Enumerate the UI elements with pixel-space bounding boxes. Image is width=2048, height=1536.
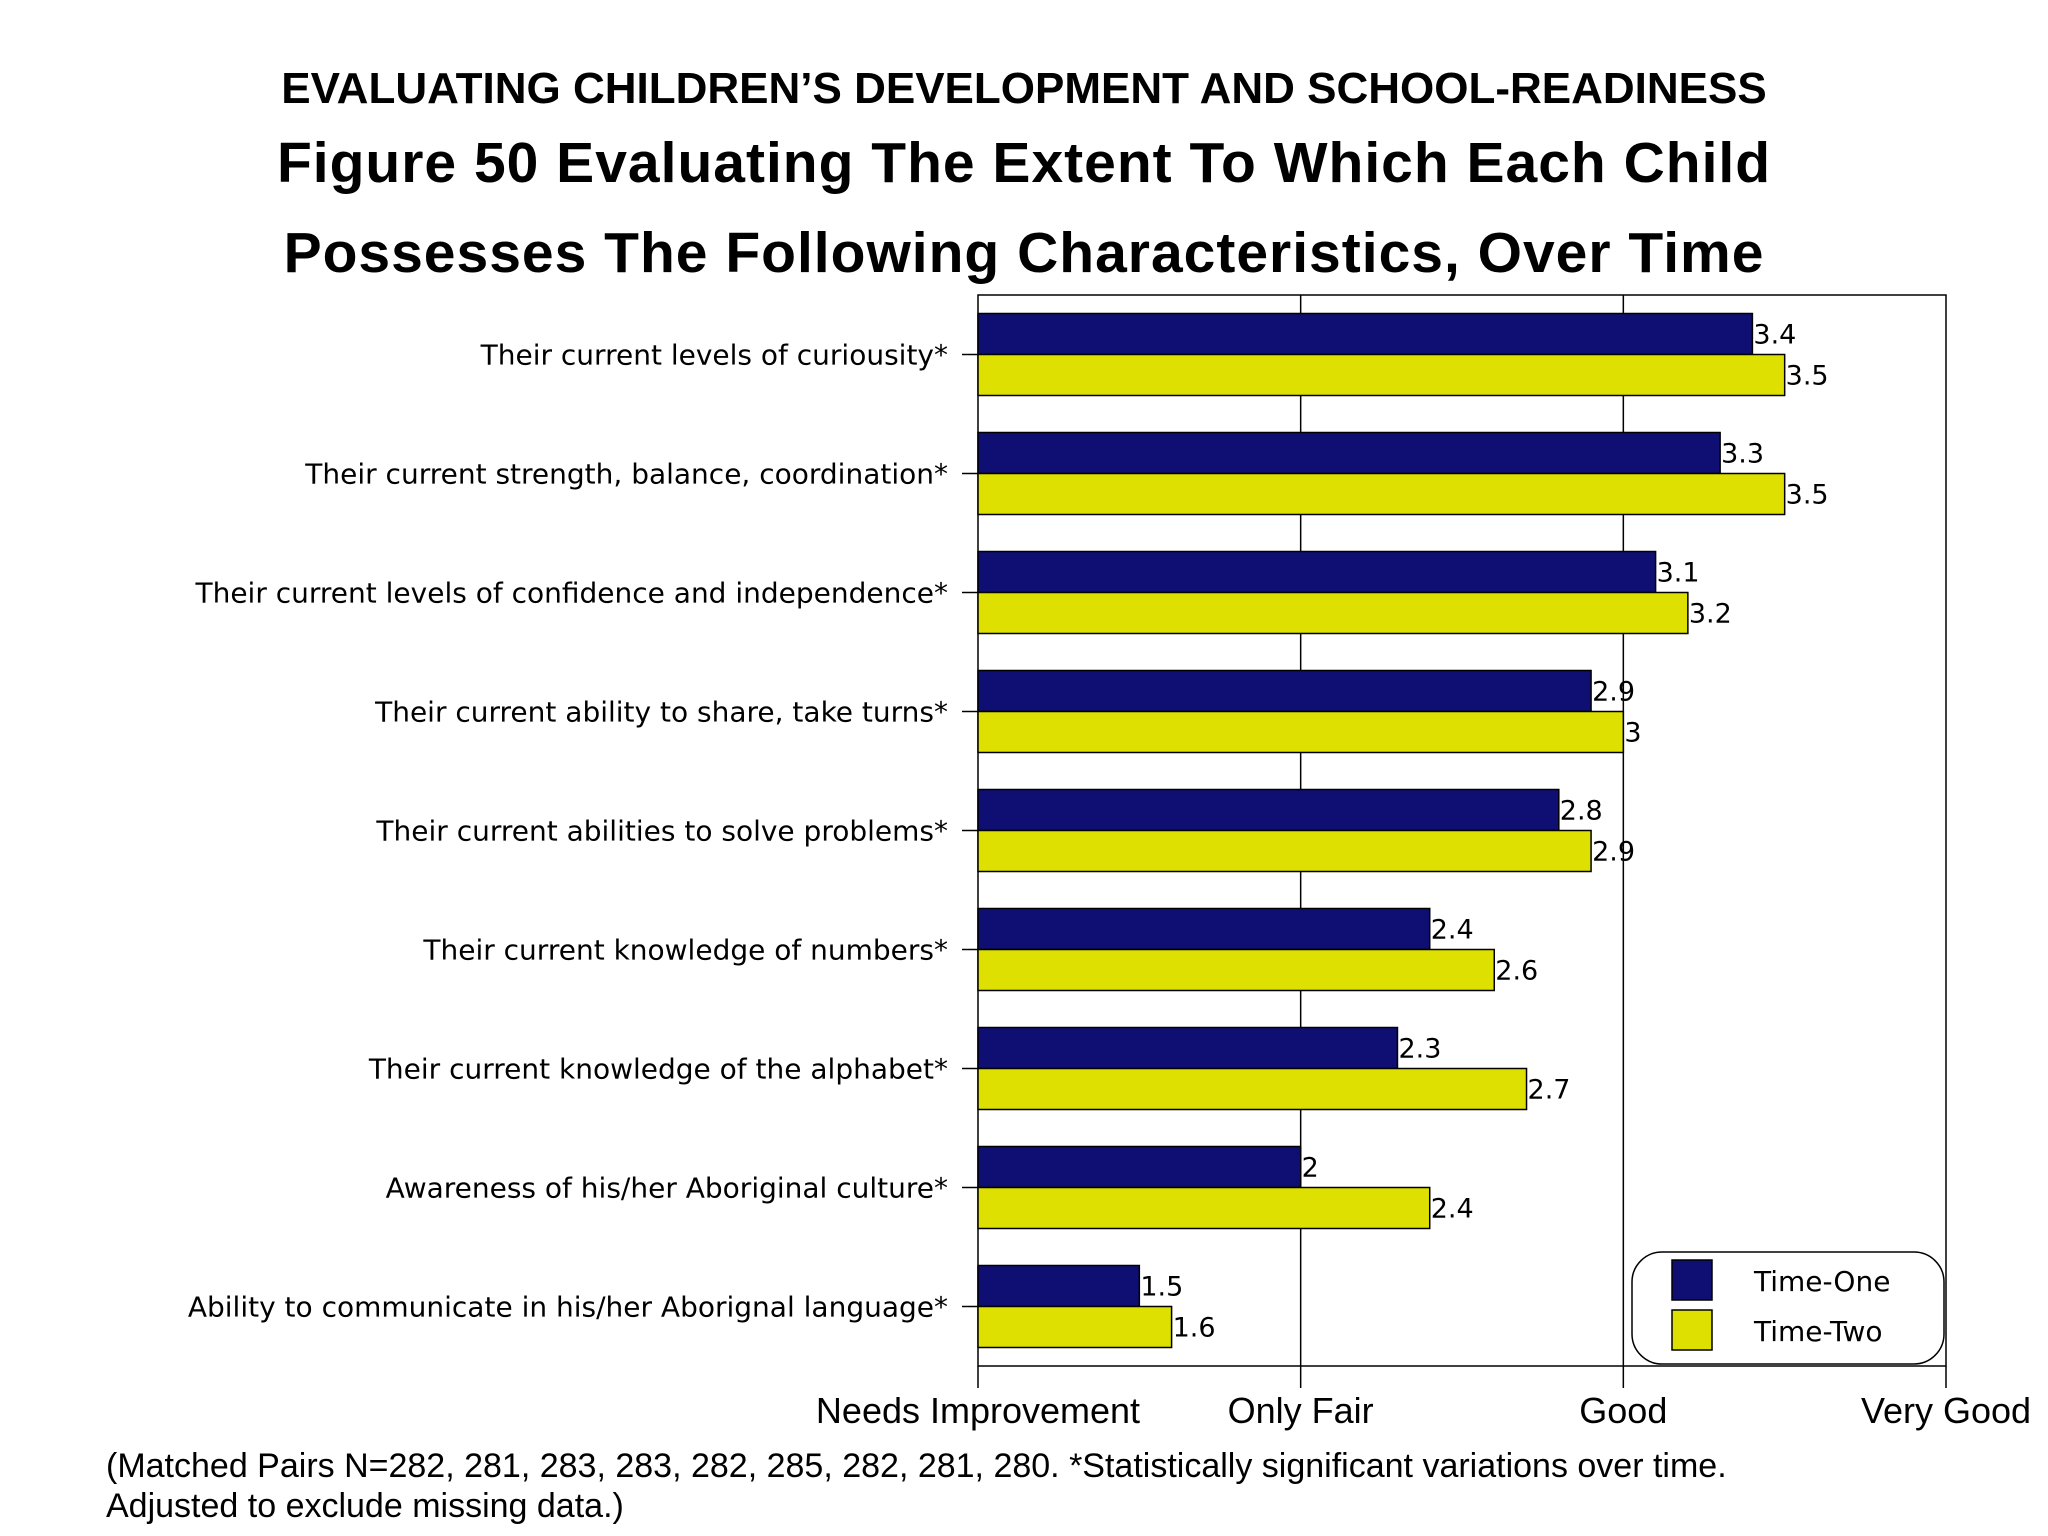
category-label: Their current ability to share, take tur…: [374, 696, 948, 729]
legend-swatch-time-two: [1671, 1309, 1713, 1351]
data-label: 2.6: [1495, 956, 1538, 987]
bar-time-one: [977, 1264, 1141, 1308]
data-label: 3.2: [1689, 599, 1732, 630]
bar-time-one: [977, 1145, 1302, 1189]
data-label: 2: [1302, 1153, 1319, 1184]
bar-time-two: [977, 948, 1496, 992]
slide-heading: EVALUATING CHILDREN’S DEVELOPMENT AND SC…: [281, 64, 1767, 113]
data-label: 1.5: [1140, 1272, 1183, 1303]
category-label: Ability to communicate in his/her Aborig…: [188, 1291, 948, 1324]
data-label: 3.3: [1721, 439, 1764, 470]
bar-time-one: [977, 788, 1560, 832]
data-label: 2.9: [1592, 837, 1635, 868]
bar-time-two: [977, 1067, 1528, 1111]
figure-title-line-2: Possesses The Following Characteristics,…: [283, 221, 1765, 285]
footnote-line-1: (Matched Pairs N=282, 281, 283, 283, 282…: [106, 1447, 1727, 1485]
x-tick-label: Good: [1579, 1390, 1667, 1431]
x-tick-label: Only Fair: [1228, 1390, 1374, 1431]
footnote-line-2: Adjusted to exclude missing data.): [106, 1487, 624, 1525]
bar-time-one: [977, 431, 1721, 475]
bar-time-two: [977, 353, 1786, 397]
bar-time-one: [977, 312, 1754, 356]
data-label: 1.6: [1173, 1313, 1216, 1344]
category-label: Their current knowledge of the alphabet*: [368, 1053, 948, 1086]
legend-swatch-time-one: [1671, 1259, 1713, 1301]
category-label: Their current knowledge of numbers*: [422, 934, 948, 967]
data-label: 2.4: [1431, 1194, 1474, 1225]
data-label: 3.4: [1753, 320, 1796, 351]
bar-time-two: [977, 1186, 1431, 1230]
legend-label: Time-Two: [1753, 1315, 1883, 1348]
data-label: 3.5: [1786, 480, 1829, 511]
bar-time-two: [977, 472, 1786, 516]
data-label: 2.8: [1560, 796, 1603, 827]
bar-time-two: [977, 829, 1592, 873]
data-label: 3.1: [1657, 558, 1700, 589]
data-label: 2.9: [1592, 677, 1635, 708]
x-tick-label: Needs Improvement: [816, 1390, 1140, 1431]
bar-time-one: [977, 669, 1592, 713]
category-label: Awareness of his/her Aboriginal culture*: [386, 1172, 948, 1205]
category-label: Their current levels of confidence and i…: [194, 577, 948, 610]
figure-title-line-1: Figure 50 Evaluating The Extent To Which…: [276, 131, 1772, 195]
bar-time-one: [977, 1026, 1399, 1070]
bar-time-two: [977, 1305, 1173, 1349]
data-label: 2.3: [1398, 1034, 1441, 1065]
category-label: Their current levels of curiousity*: [480, 339, 948, 372]
data-label: 3: [1624, 718, 1641, 749]
data-label: 2.7: [1528, 1075, 1571, 1106]
category-label: Their current strength, balance, coordin…: [304, 458, 948, 491]
bar-time-one: [977, 550, 1657, 594]
bar-time-one: [977, 907, 1431, 951]
category-label: Their current abilities to solve problem…: [375, 815, 948, 848]
x-tick-label: Very Good: [1861, 1390, 2031, 1431]
bar-time-two: [977, 710, 1625, 754]
legend-label: Time-One: [1753, 1265, 1890, 1298]
bar-time-two: [977, 591, 1689, 635]
data-label: 3.5: [1786, 361, 1829, 392]
data-label: 2.4: [1431, 915, 1474, 946]
